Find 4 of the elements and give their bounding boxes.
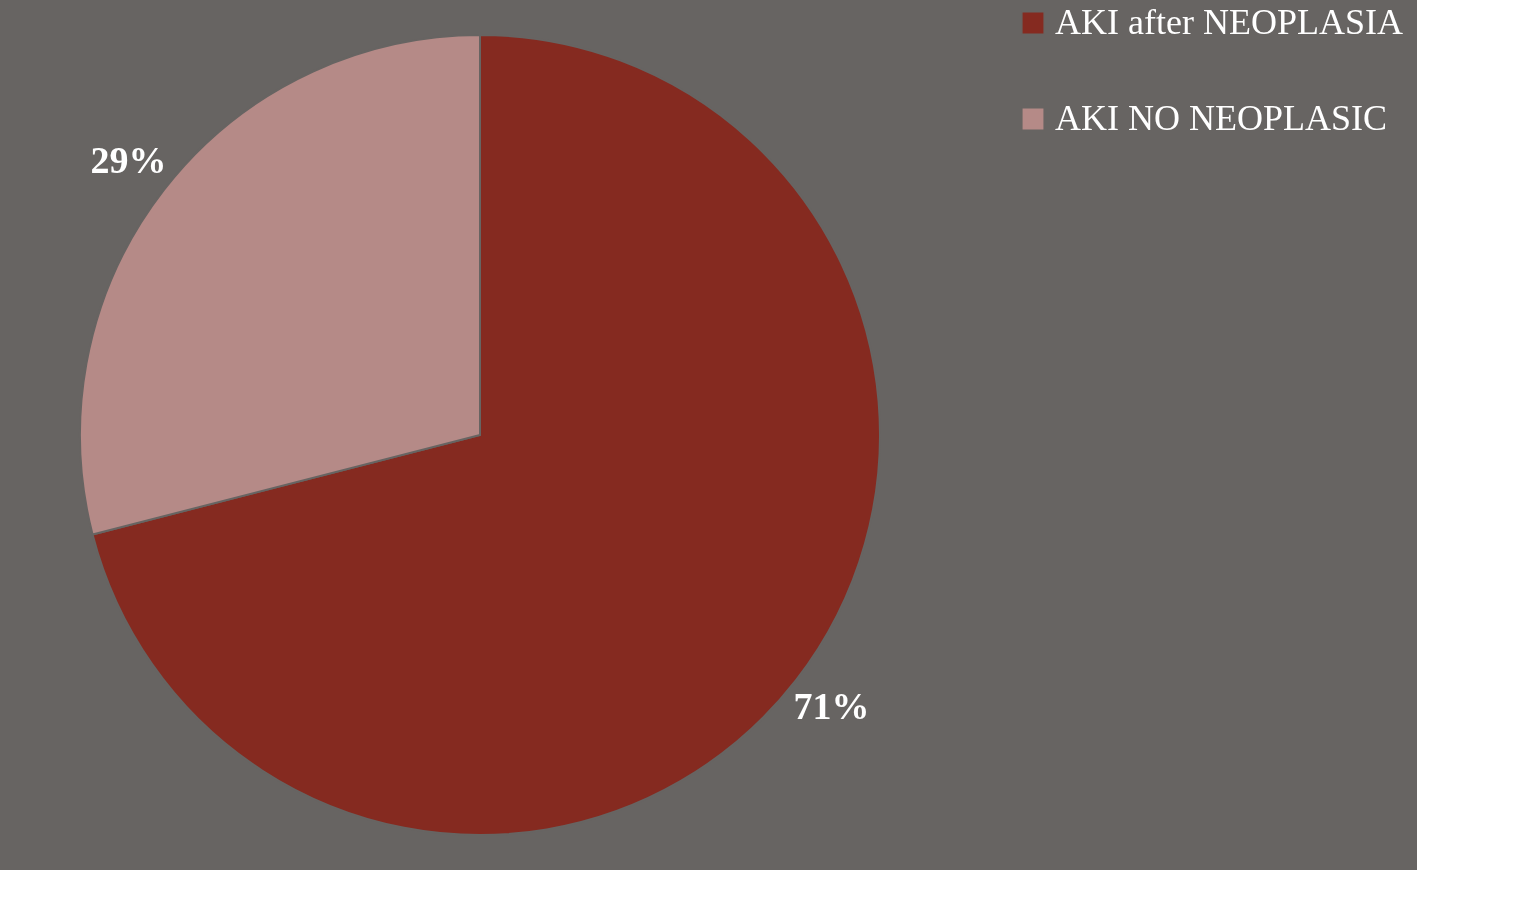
data-label: 29% bbox=[90, 139, 167, 182]
data-label: 71% bbox=[793, 684, 870, 727]
legend-label: AKI NO NEOPLASIC bbox=[1055, 98, 1387, 138]
legend-label: AKI after NEOPLASIA bbox=[1055, 2, 1403, 42]
